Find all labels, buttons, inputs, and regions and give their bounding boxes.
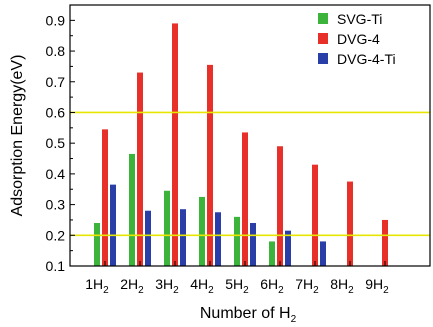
x-axis-title-subscript: 2 xyxy=(291,314,297,325)
bar-dvg-4-ti-2 xyxy=(145,210,151,266)
x-tick-label-3: 3H2 xyxy=(155,276,179,296)
x-tick-label-7: 7H2 xyxy=(295,276,319,296)
x-tick-label-subscript: 2 xyxy=(278,285,284,296)
bar-dvg-4-ti-5 xyxy=(250,223,256,266)
bar-dvg-4-ti-1 xyxy=(110,184,116,266)
x-axis-title-main: Number of H xyxy=(200,305,291,322)
x-tick-label-subscript: 2 xyxy=(383,285,389,296)
x-tick-label-text: 7H xyxy=(295,276,313,292)
bar-dvg-4-2 xyxy=(137,72,143,266)
legend-swatch-svg-ti xyxy=(318,13,328,24)
y-tick-label-0.5: 0.5 xyxy=(46,135,66,151)
bar-svg-ti-1 xyxy=(94,223,100,266)
x-tick-label-1: 1H2 xyxy=(85,276,109,296)
x-tick-label-4: 4H2 xyxy=(190,276,214,296)
y-tick-label-0.9: 0.9 xyxy=(46,12,66,28)
legend-swatch-dvg-4 xyxy=(318,33,328,44)
bar-dvg-4-ti-3 xyxy=(180,209,186,266)
y-tick-label-0.7: 0.7 xyxy=(46,74,66,90)
x-tick-label-text: 9H xyxy=(365,276,383,292)
y-tick-label-0.1: 0.1 xyxy=(46,258,66,274)
x-tick-label-subscript: 2 xyxy=(138,285,144,296)
bar-dvg-4-ti-6 xyxy=(285,230,291,266)
bar-dvg-4-7 xyxy=(312,164,318,266)
x-tick-label-subscript: 2 xyxy=(173,285,179,296)
legend-label-dvg-4-ti: DVG-4-Ti xyxy=(337,51,396,67)
bar-svg-ti-2 xyxy=(129,153,135,266)
bar-svg-ti-3 xyxy=(164,190,170,266)
legend: SVG-Ti DVG-4 DVG-4-Ti xyxy=(318,11,396,67)
x-tick-label-text: 3H xyxy=(155,276,173,292)
bar-dvg-4-4 xyxy=(207,64,213,267)
y-axis-title: Adsorption Energy(eV) xyxy=(9,55,26,217)
plot-frame xyxy=(69,4,431,267)
x-tick-label-text: 6H xyxy=(260,276,278,292)
x-tick-label-8: 8H2 xyxy=(330,276,354,296)
x-axis-title: Number of H2 xyxy=(200,305,297,325)
x-tick-label-subscript: 2 xyxy=(348,285,354,296)
y-tick-label-0.4: 0.4 xyxy=(46,166,66,182)
bar-dvg-4-6 xyxy=(277,146,283,266)
x-tick-label-6: 6H2 xyxy=(260,276,284,296)
bar-svg-ti-4 xyxy=(199,196,205,266)
bar-dvg-4-5 xyxy=(242,132,248,266)
x-tick-label-5: 5H2 xyxy=(225,276,249,296)
x-tick-label-subscript: 2 xyxy=(103,285,109,296)
legend-label-dvg-4: DVG-4 xyxy=(337,31,380,47)
x-tick-label-subscript: 2 xyxy=(208,285,214,296)
legend-label-svg-ti: SVG-Ti xyxy=(337,11,382,27)
y-tick-label-0.6: 0.6 xyxy=(46,104,66,120)
x-tick-label-text: 2H xyxy=(120,276,138,292)
bar-dvg-4-9 xyxy=(382,219,388,266)
legend-swatch-dvg-4-ti xyxy=(318,53,328,64)
x-tick-label-text: 5H xyxy=(225,276,243,292)
x-tick-label-2: 2H2 xyxy=(120,276,144,296)
x-tick-label-text: 1H xyxy=(85,276,103,292)
plot-area xyxy=(70,23,430,267)
x-tick-label-subscript: 2 xyxy=(313,285,319,296)
bar-dvg-4-8 xyxy=(347,181,353,266)
bar-svg-ti-5 xyxy=(234,216,240,266)
x-tick-label-text: 4H xyxy=(190,276,208,292)
y-tick-label-0.2: 0.2 xyxy=(46,227,66,243)
x-tick-label-9: 9H2 xyxy=(365,276,389,296)
y-tick-label-0.3: 0.3 xyxy=(46,197,66,213)
x-tick-label-subscript: 2 xyxy=(243,285,249,296)
bar-dvg-4-3 xyxy=(172,23,178,267)
y-tick-label-0.8: 0.8 xyxy=(46,43,66,59)
bar-dvg-4-ti-4 xyxy=(215,212,221,266)
bar-svg-ti-6 xyxy=(269,241,275,266)
bar-dvg-4-1 xyxy=(102,129,108,266)
bar-dvg-4-ti-7 xyxy=(320,241,326,266)
x-tick-label-text: 8H xyxy=(330,276,348,292)
